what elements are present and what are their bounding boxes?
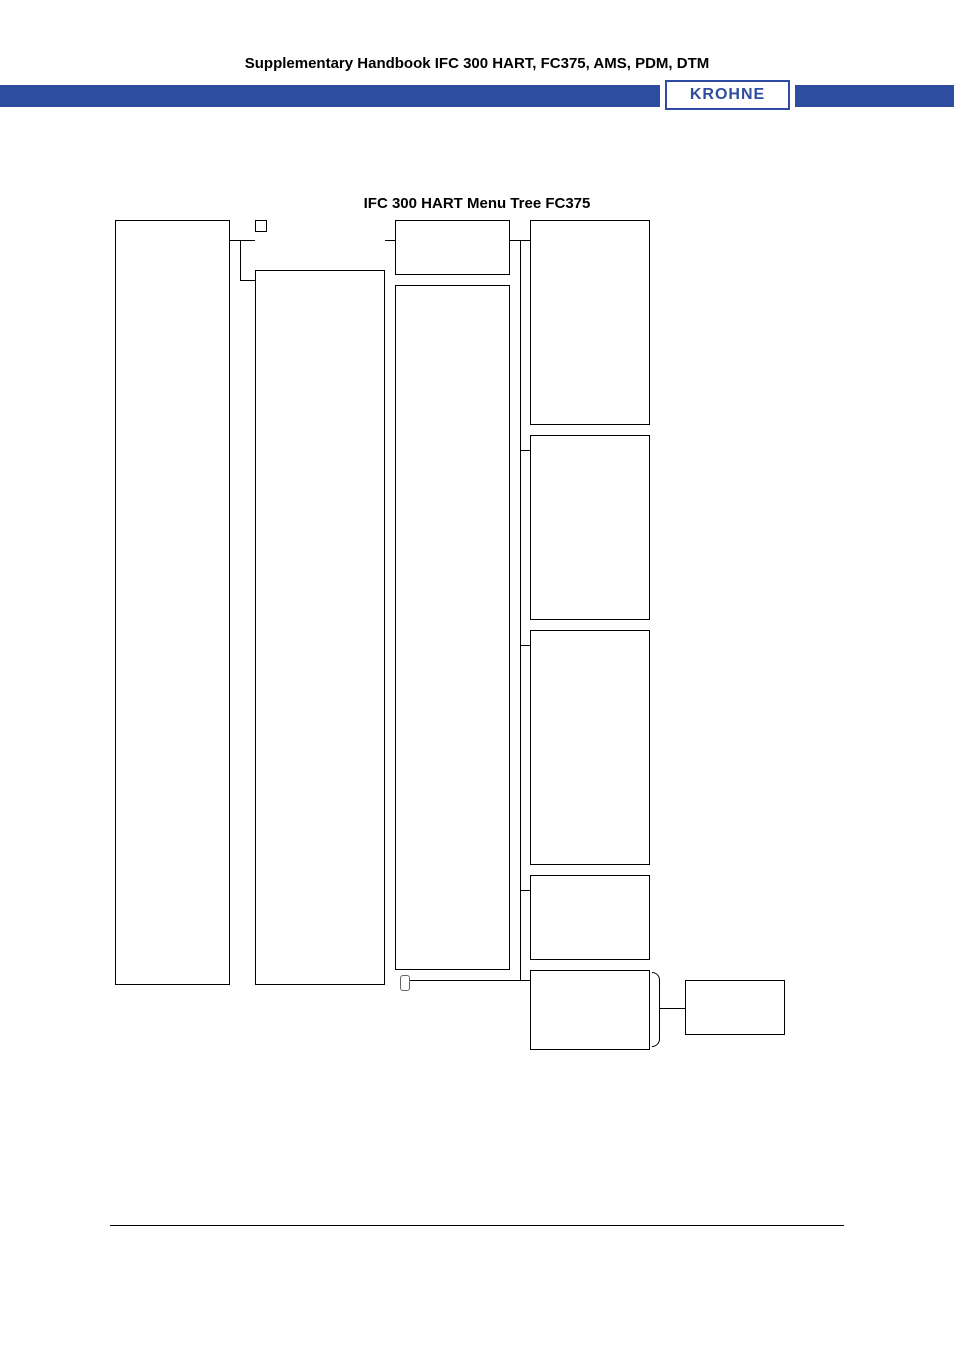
- tree-box-col3_top: [395, 220, 510, 275]
- tree-box-col4_e: [530, 970, 650, 1050]
- tree-box-col2_main: [255, 270, 385, 985]
- header-bar-right: [795, 85, 954, 107]
- tree-box-col2_top: [255, 220, 267, 232]
- header-bar-left: [0, 85, 660, 107]
- connector-6: [520, 450, 530, 451]
- tree-box-col3_main: [395, 285, 510, 970]
- connector-1: [240, 240, 241, 280]
- tree-box-col1: [115, 220, 230, 985]
- connector-5: [520, 240, 521, 980]
- diagram-title: IFC 300 HART Menu Tree FC375: [0, 195, 954, 212]
- connector-7: [520, 645, 530, 646]
- connector-8: [520, 890, 530, 891]
- connector-0: [230, 240, 255, 241]
- tree-box-col4_b: [530, 435, 650, 620]
- header-title: Supplementary Handbook IFC 300 HART, FC3…: [0, 55, 954, 72]
- tree-box-col4_a: [530, 220, 650, 425]
- connector-9: [410, 980, 530, 981]
- tree-box-col5: [685, 980, 785, 1035]
- link-icon: [400, 975, 410, 991]
- brace: [652, 972, 660, 1047]
- footer-rule: [110, 1225, 844, 1226]
- connector-3: [385, 240, 395, 241]
- tree-box-col4_c: [530, 630, 650, 865]
- connector-10: [660, 1008, 685, 1009]
- connector-2: [240, 280, 255, 281]
- document-page: Supplementary Handbook IFC 300 HART, FC3…: [0, 0, 954, 1350]
- tree-box-col4_d: [530, 875, 650, 960]
- krohne-logo: KROHNE: [665, 80, 790, 110]
